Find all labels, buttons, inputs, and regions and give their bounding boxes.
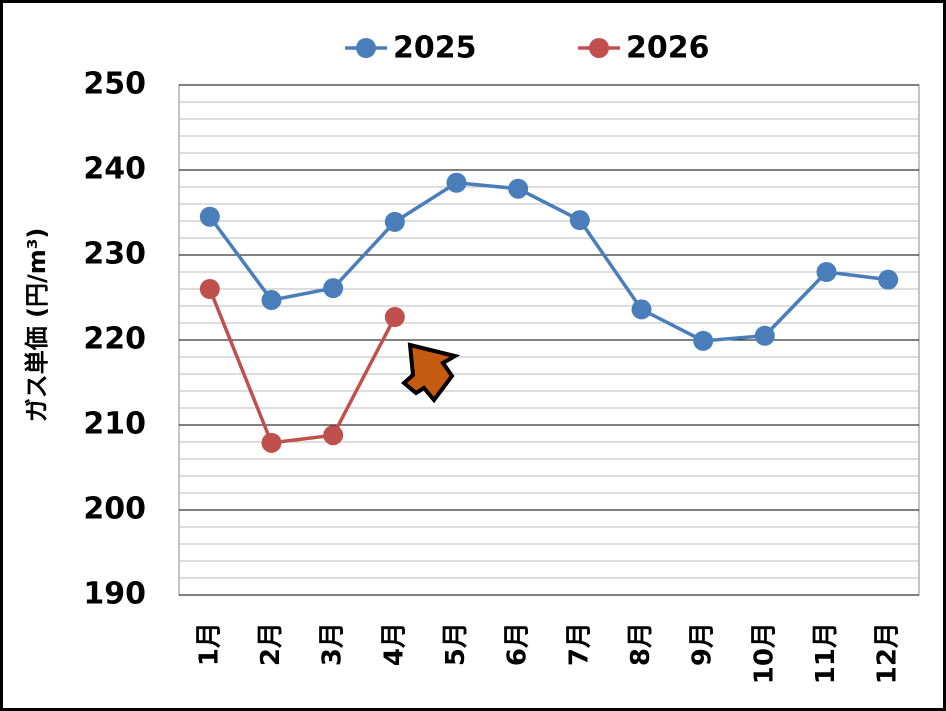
y-axis-title: ガス単価 (円/m³): [23, 228, 51, 423]
x-tick-label: 3月: [318, 622, 348, 666]
data-point: [199, 206, 220, 227]
data-point: [754, 325, 775, 346]
data-point: [261, 432, 282, 453]
data-point: [816, 262, 837, 282]
data-point: [693, 330, 714, 351]
legend-marker: [589, 38, 609, 58]
x-tick-label: 2月: [256, 622, 286, 666]
x-tick-label: 12月: [873, 622, 903, 684]
series-line: [208, 180, 889, 343]
x-tick-label: 8月: [626, 622, 656, 666]
x-tick-label: 9月: [688, 622, 718, 666]
data-point: [323, 425, 344, 446]
series-line: [208, 288, 397, 445]
data-point: [323, 278, 344, 299]
x-tick-label: 10月: [749, 622, 779, 684]
x-tick-label: 5月: [441, 622, 471, 666]
x-tick-label: 6月: [503, 622, 533, 666]
data-point: [261, 290, 282, 311]
x-tick-label: 4月: [379, 622, 409, 666]
x-tick-label: 1月: [194, 622, 224, 666]
y-tick-label: 220: [83, 322, 146, 357]
data-point: [384, 307, 405, 328]
data-point: [508, 178, 529, 199]
y-tick-label: 230: [83, 237, 146, 272]
data-point: [384, 211, 405, 232]
data-point: [878, 269, 899, 290]
y-tick-label: 200: [83, 492, 146, 527]
legend-label: 2026: [626, 31, 710, 66]
data-point: [446, 172, 467, 193]
legend-label: 2025: [393, 31, 477, 66]
legend-marker: [356, 38, 376, 58]
arrow-annotation: [400, 342, 461, 404]
arrow: [400, 342, 461, 404]
y-tick-label: 240: [83, 152, 146, 187]
data-point: [199, 279, 220, 299]
data-point: [569, 210, 590, 231]
y-tick-label: 210: [83, 407, 146, 442]
data-point: [631, 299, 652, 320]
x-tick-label: 7月: [564, 622, 594, 666]
y-tick-label: 250: [83, 67, 146, 102]
x-tick-label: 11月: [811, 622, 841, 684]
y-tick-label: 190: [83, 577, 146, 612]
